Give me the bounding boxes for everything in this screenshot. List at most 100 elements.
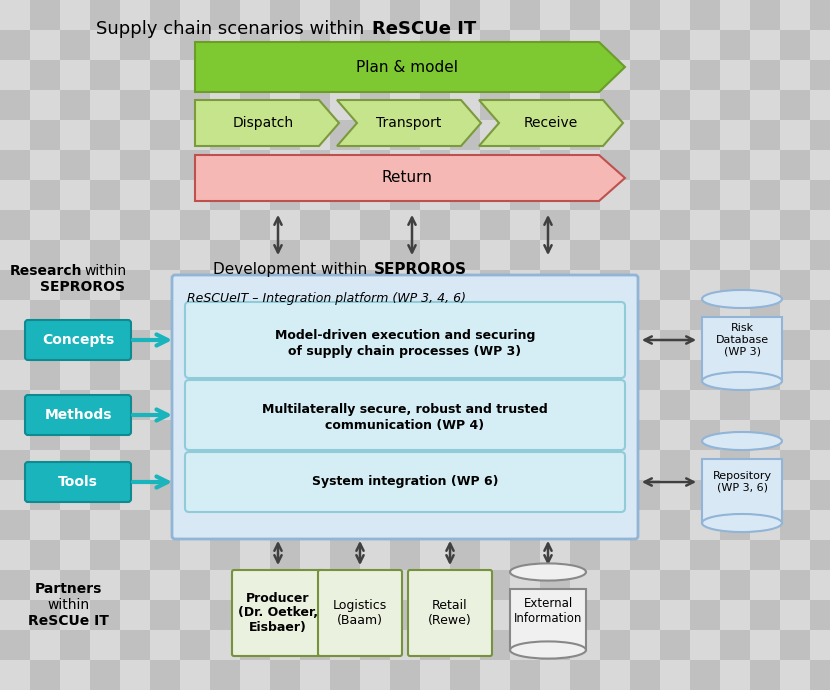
Bar: [510, 570, 540, 600]
Bar: [330, 420, 360, 450]
Bar: [690, 0, 720, 30]
Bar: [780, 600, 810, 630]
Bar: [660, 120, 690, 150]
Bar: [150, 120, 180, 150]
Bar: [570, 60, 600, 90]
Bar: [60, 660, 90, 690]
Bar: [570, 300, 600, 330]
Bar: [150, 270, 180, 300]
Bar: [300, 360, 330, 390]
Bar: [90, 450, 120, 480]
Bar: [750, 270, 780, 300]
Bar: [60, 480, 90, 510]
Bar: [810, 120, 830, 150]
Bar: [540, 30, 570, 60]
Bar: [480, 90, 510, 120]
Bar: [810, 330, 830, 360]
Bar: [210, 660, 240, 690]
Bar: [180, 30, 210, 60]
Bar: [210, 360, 240, 390]
Bar: [480, 360, 510, 390]
Bar: [90, 300, 120, 330]
Bar: [240, 60, 270, 90]
Bar: [780, 60, 810, 90]
Bar: [150, 210, 180, 240]
Bar: [690, 570, 720, 600]
Bar: [780, 510, 810, 540]
Bar: [390, 660, 420, 690]
Bar: [240, 270, 270, 300]
Bar: [390, 300, 420, 330]
Bar: [720, 30, 750, 60]
Bar: [810, 420, 830, 450]
Bar: [330, 120, 360, 150]
Bar: [570, 390, 600, 420]
Bar: [270, 150, 300, 180]
Bar: [270, 300, 300, 330]
Bar: [420, 90, 450, 120]
Bar: [300, 0, 330, 30]
Bar: [702, 317, 782, 381]
Bar: [660, 150, 690, 180]
Bar: [420, 240, 450, 270]
Polygon shape: [479, 100, 623, 146]
Bar: [420, 30, 450, 60]
Bar: [450, 390, 480, 420]
Bar: [690, 30, 720, 60]
Bar: [510, 0, 540, 30]
FancyBboxPatch shape: [408, 570, 492, 656]
Bar: [660, 240, 690, 270]
Bar: [780, 570, 810, 600]
Bar: [90, 120, 120, 150]
Bar: [570, 90, 600, 120]
Bar: [720, 330, 750, 360]
Bar: [150, 330, 180, 360]
Bar: [120, 60, 150, 90]
Bar: [600, 180, 630, 210]
Bar: [690, 90, 720, 120]
Bar: [540, 450, 570, 480]
Bar: [390, 60, 420, 90]
Bar: [450, 150, 480, 180]
Bar: [180, 600, 210, 630]
Bar: [0, 450, 30, 480]
Bar: [0, 480, 30, 510]
Bar: [600, 300, 630, 330]
Bar: [750, 30, 780, 60]
Bar: [540, 480, 570, 510]
Bar: [600, 120, 630, 150]
Bar: [570, 630, 600, 660]
Bar: [60, 390, 90, 420]
Bar: [210, 30, 240, 60]
Bar: [690, 120, 720, 150]
Bar: [750, 0, 780, 30]
Bar: [420, 600, 450, 630]
Bar: [450, 60, 480, 90]
Bar: [0, 330, 30, 360]
Bar: [510, 589, 586, 650]
Bar: [360, 180, 390, 210]
Bar: [300, 480, 330, 510]
Bar: [60, 450, 90, 480]
Text: of supply chain processes (WP 3): of supply chain processes (WP 3): [289, 344, 521, 357]
Bar: [90, 60, 120, 90]
Bar: [150, 600, 180, 630]
Bar: [630, 120, 660, 150]
Bar: [0, 600, 30, 630]
Bar: [480, 480, 510, 510]
Bar: [540, 510, 570, 540]
Bar: [360, 480, 390, 510]
Bar: [390, 600, 420, 630]
Bar: [720, 480, 750, 510]
Bar: [300, 270, 330, 300]
Bar: [630, 390, 660, 420]
Text: ReSCUeIT – Integration platform (WP 3, 4, 6): ReSCUeIT – Integration platform (WP 3, 4…: [187, 292, 466, 305]
Bar: [480, 0, 510, 30]
Bar: [780, 420, 810, 450]
Bar: [180, 570, 210, 600]
Bar: [570, 270, 600, 300]
Ellipse shape: [510, 642, 586, 658]
Text: Tools: Tools: [58, 475, 98, 489]
Bar: [360, 630, 390, 660]
Bar: [510, 510, 540, 540]
